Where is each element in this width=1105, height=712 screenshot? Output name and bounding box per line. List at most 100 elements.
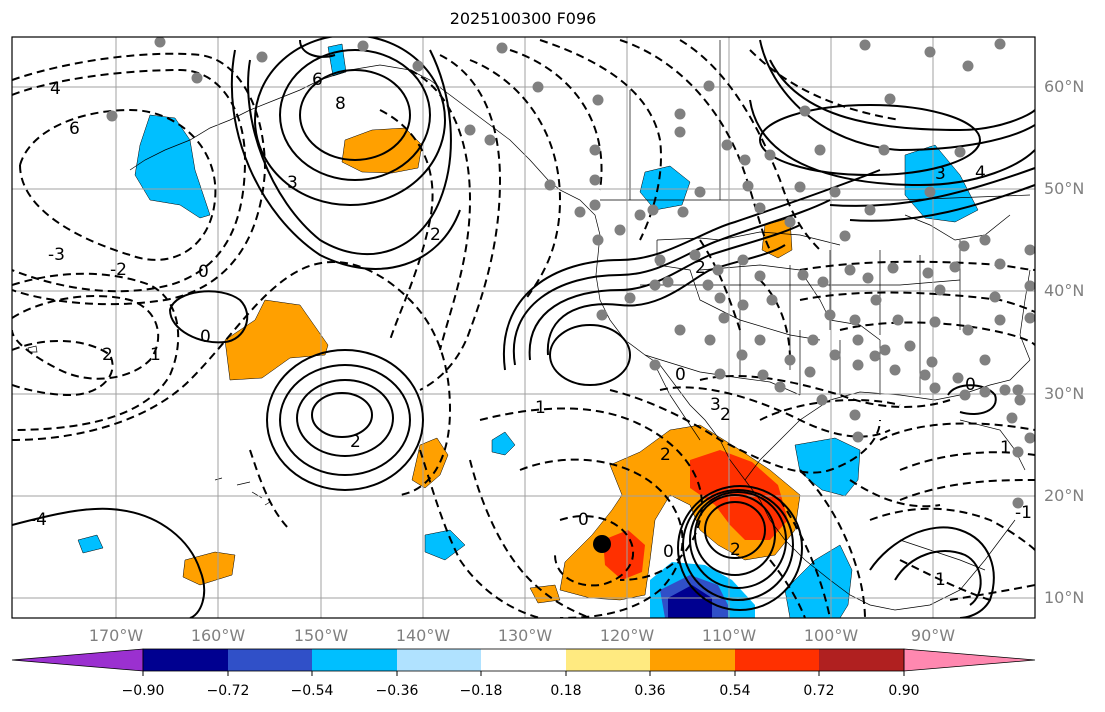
station-dot	[757, 369, 769, 381]
station-dot	[816, 394, 828, 406]
station-dot	[892, 314, 904, 326]
colorbar-tick: −0.36	[375, 683, 419, 699]
contour-label: -3	[48, 245, 65, 265]
station-dot	[849, 314, 861, 326]
station-dot	[889, 364, 901, 376]
lat-label: 30°N	[1044, 384, 1085, 403]
contour-label: 6	[312, 70, 323, 90]
contour-label: -2	[110, 260, 127, 280]
contour-label: 1	[1000, 438, 1011, 458]
station-dot	[817, 276, 829, 288]
lon-label: 120°W	[599, 626, 655, 645]
colorbar-tick: 0.90	[888, 683, 920, 699]
station-dot	[754, 334, 766, 346]
storm-center-marker	[593, 535, 611, 553]
contour-label: 3	[935, 164, 946, 184]
station-dot	[814, 144, 826, 156]
colorbar-segment	[650, 649, 735, 671]
station-dot	[714, 368, 726, 380]
station-dot	[926, 356, 938, 368]
orange-patch	[224, 299, 329, 381]
station-dot	[712, 264, 724, 276]
station-dot	[662, 276, 674, 288]
station-dot	[357, 40, 369, 52]
contour-label: 0	[663, 542, 674, 562]
station-dot	[742, 180, 754, 192]
station-dot	[739, 154, 751, 166]
station-dot	[869, 350, 881, 362]
lon-label: 170°W	[88, 626, 144, 645]
station-dot	[794, 181, 806, 193]
station-dot	[799, 105, 811, 117]
station-dot	[804, 366, 816, 378]
red-patch	[603, 530, 645, 580]
station-dot	[689, 249, 701, 261]
lon-label: 100°W	[803, 626, 859, 645]
station-dot	[878, 144, 890, 156]
station-dot	[592, 94, 604, 106]
station-dot	[154, 37, 166, 48]
station-dot	[703, 80, 715, 92]
station-dot	[829, 186, 841, 198]
station-dot	[852, 334, 864, 346]
station-dot	[784, 354, 796, 366]
station-dot	[824, 309, 836, 321]
station-dot	[849, 409, 861, 421]
station-dot	[979, 354, 991, 366]
station-dot	[702, 279, 714, 291]
contour-label: 0	[198, 262, 209, 282]
station-dot	[649, 279, 661, 291]
station-dot	[532, 81, 544, 93]
colorbar-tick: −0.54	[290, 683, 334, 699]
station-dot	[979, 234, 991, 246]
contour-label: 2	[660, 445, 671, 465]
station-dot	[464, 124, 476, 136]
contour-label: 0	[578, 510, 589, 530]
station-dot	[1006, 412, 1018, 424]
blue-patch	[491, 431, 516, 456]
colorbar-segment	[566, 649, 650, 671]
station-dot	[929, 382, 941, 394]
station-dot	[736, 349, 748, 361]
station-dot	[922, 267, 934, 279]
lon-label: 90°W	[910, 626, 956, 645]
station-dot	[924, 186, 936, 198]
station-dot	[649, 359, 661, 371]
station-dot	[614, 224, 626, 236]
station-dot	[952, 372, 964, 384]
colorbar	[11, 648, 1036, 676]
station-dot	[718, 312, 730, 324]
station-dot	[1024, 244, 1035, 256]
station-dot	[1014, 394, 1026, 406]
station-dot	[737, 299, 749, 311]
contour-label: 2	[720, 405, 731, 425]
colorbar-segment	[143, 649, 228, 671]
station-dot	[737, 254, 749, 266]
station-dot	[919, 369, 931, 381]
station-dot	[949, 261, 961, 273]
station-dot	[647, 204, 659, 216]
station-dot	[764, 149, 776, 161]
blue-patch	[77, 534, 104, 554]
station-dot	[544, 179, 556, 191]
colorbar-segment	[228, 649, 312, 671]
station-dot	[994, 258, 1006, 270]
station-dot	[852, 359, 864, 371]
station-dot	[589, 174, 601, 186]
station-dot	[496, 42, 508, 54]
station-dot	[1024, 432, 1035, 444]
contour-label: 0	[675, 365, 686, 385]
station-dot	[1012, 446, 1024, 458]
station-dot	[677, 206, 689, 218]
colorbar-tick: 0.54	[719, 683, 751, 699]
station-dot	[191, 72, 203, 84]
station-dot	[674, 324, 686, 336]
station-dot	[797, 269, 809, 281]
station-dot	[106, 110, 118, 122]
station-dot	[1024, 312, 1035, 324]
dashed-contours	[12, 39, 1035, 618]
station-dot	[999, 384, 1011, 396]
station-dot	[994, 314, 1006, 326]
station-dot	[844, 264, 856, 276]
